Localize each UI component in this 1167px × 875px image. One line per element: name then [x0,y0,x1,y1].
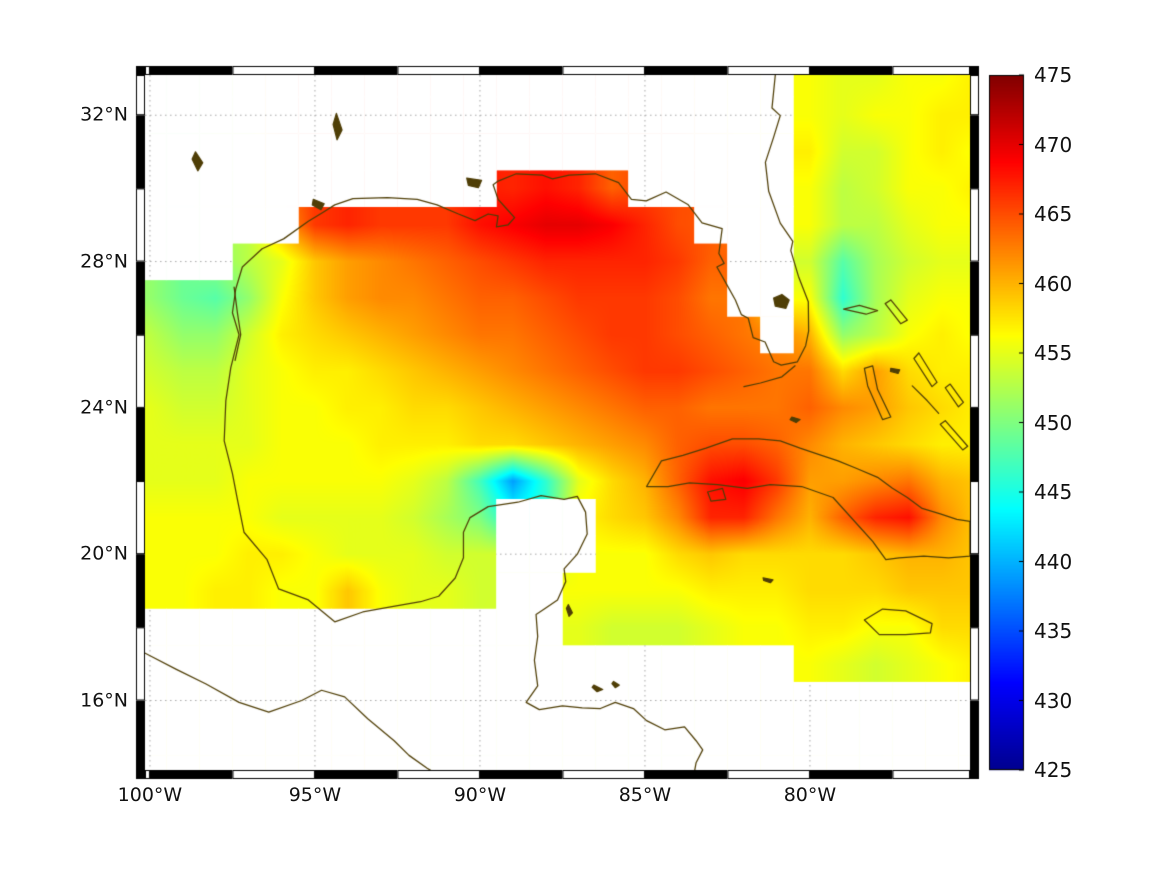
colorbar-tick-label: 440 [1034,549,1073,574]
x-tick-label: 80°W [783,784,837,806]
y-tick-label: 28°N [80,250,128,273]
y-tick-label: 32°N [80,103,128,126]
x-tick-label: 100°W [117,784,183,806]
y-tick-label: 20°N [80,542,128,565]
colorbar-tick-label: 445 [1034,480,1073,504]
x-tick-label: 90°W [453,784,507,806]
colorbar-tick-label: 475 [1034,63,1073,87]
x-tick-label: 95°W [288,784,342,806]
colorbar-tick-label: 460 [1034,271,1073,296]
colorbar-tick-label: 435 [1034,619,1073,643]
colorbar-tick-label: 450 [1034,410,1073,435]
colorbar-tick-label: 425 [1034,758,1073,782]
x-tick-label: 85°W [618,784,672,806]
y-tick-label: 24°N [80,396,128,419]
colorbar-tick-label: 465 [1034,202,1073,226]
y-tick-label: 16°N [80,689,128,711]
colorbar-tick-label: 470 [1034,132,1073,157]
colorbar-tick-label: 430 [1034,688,1073,713]
colorbar-tick-label: 455 [1034,341,1073,365]
